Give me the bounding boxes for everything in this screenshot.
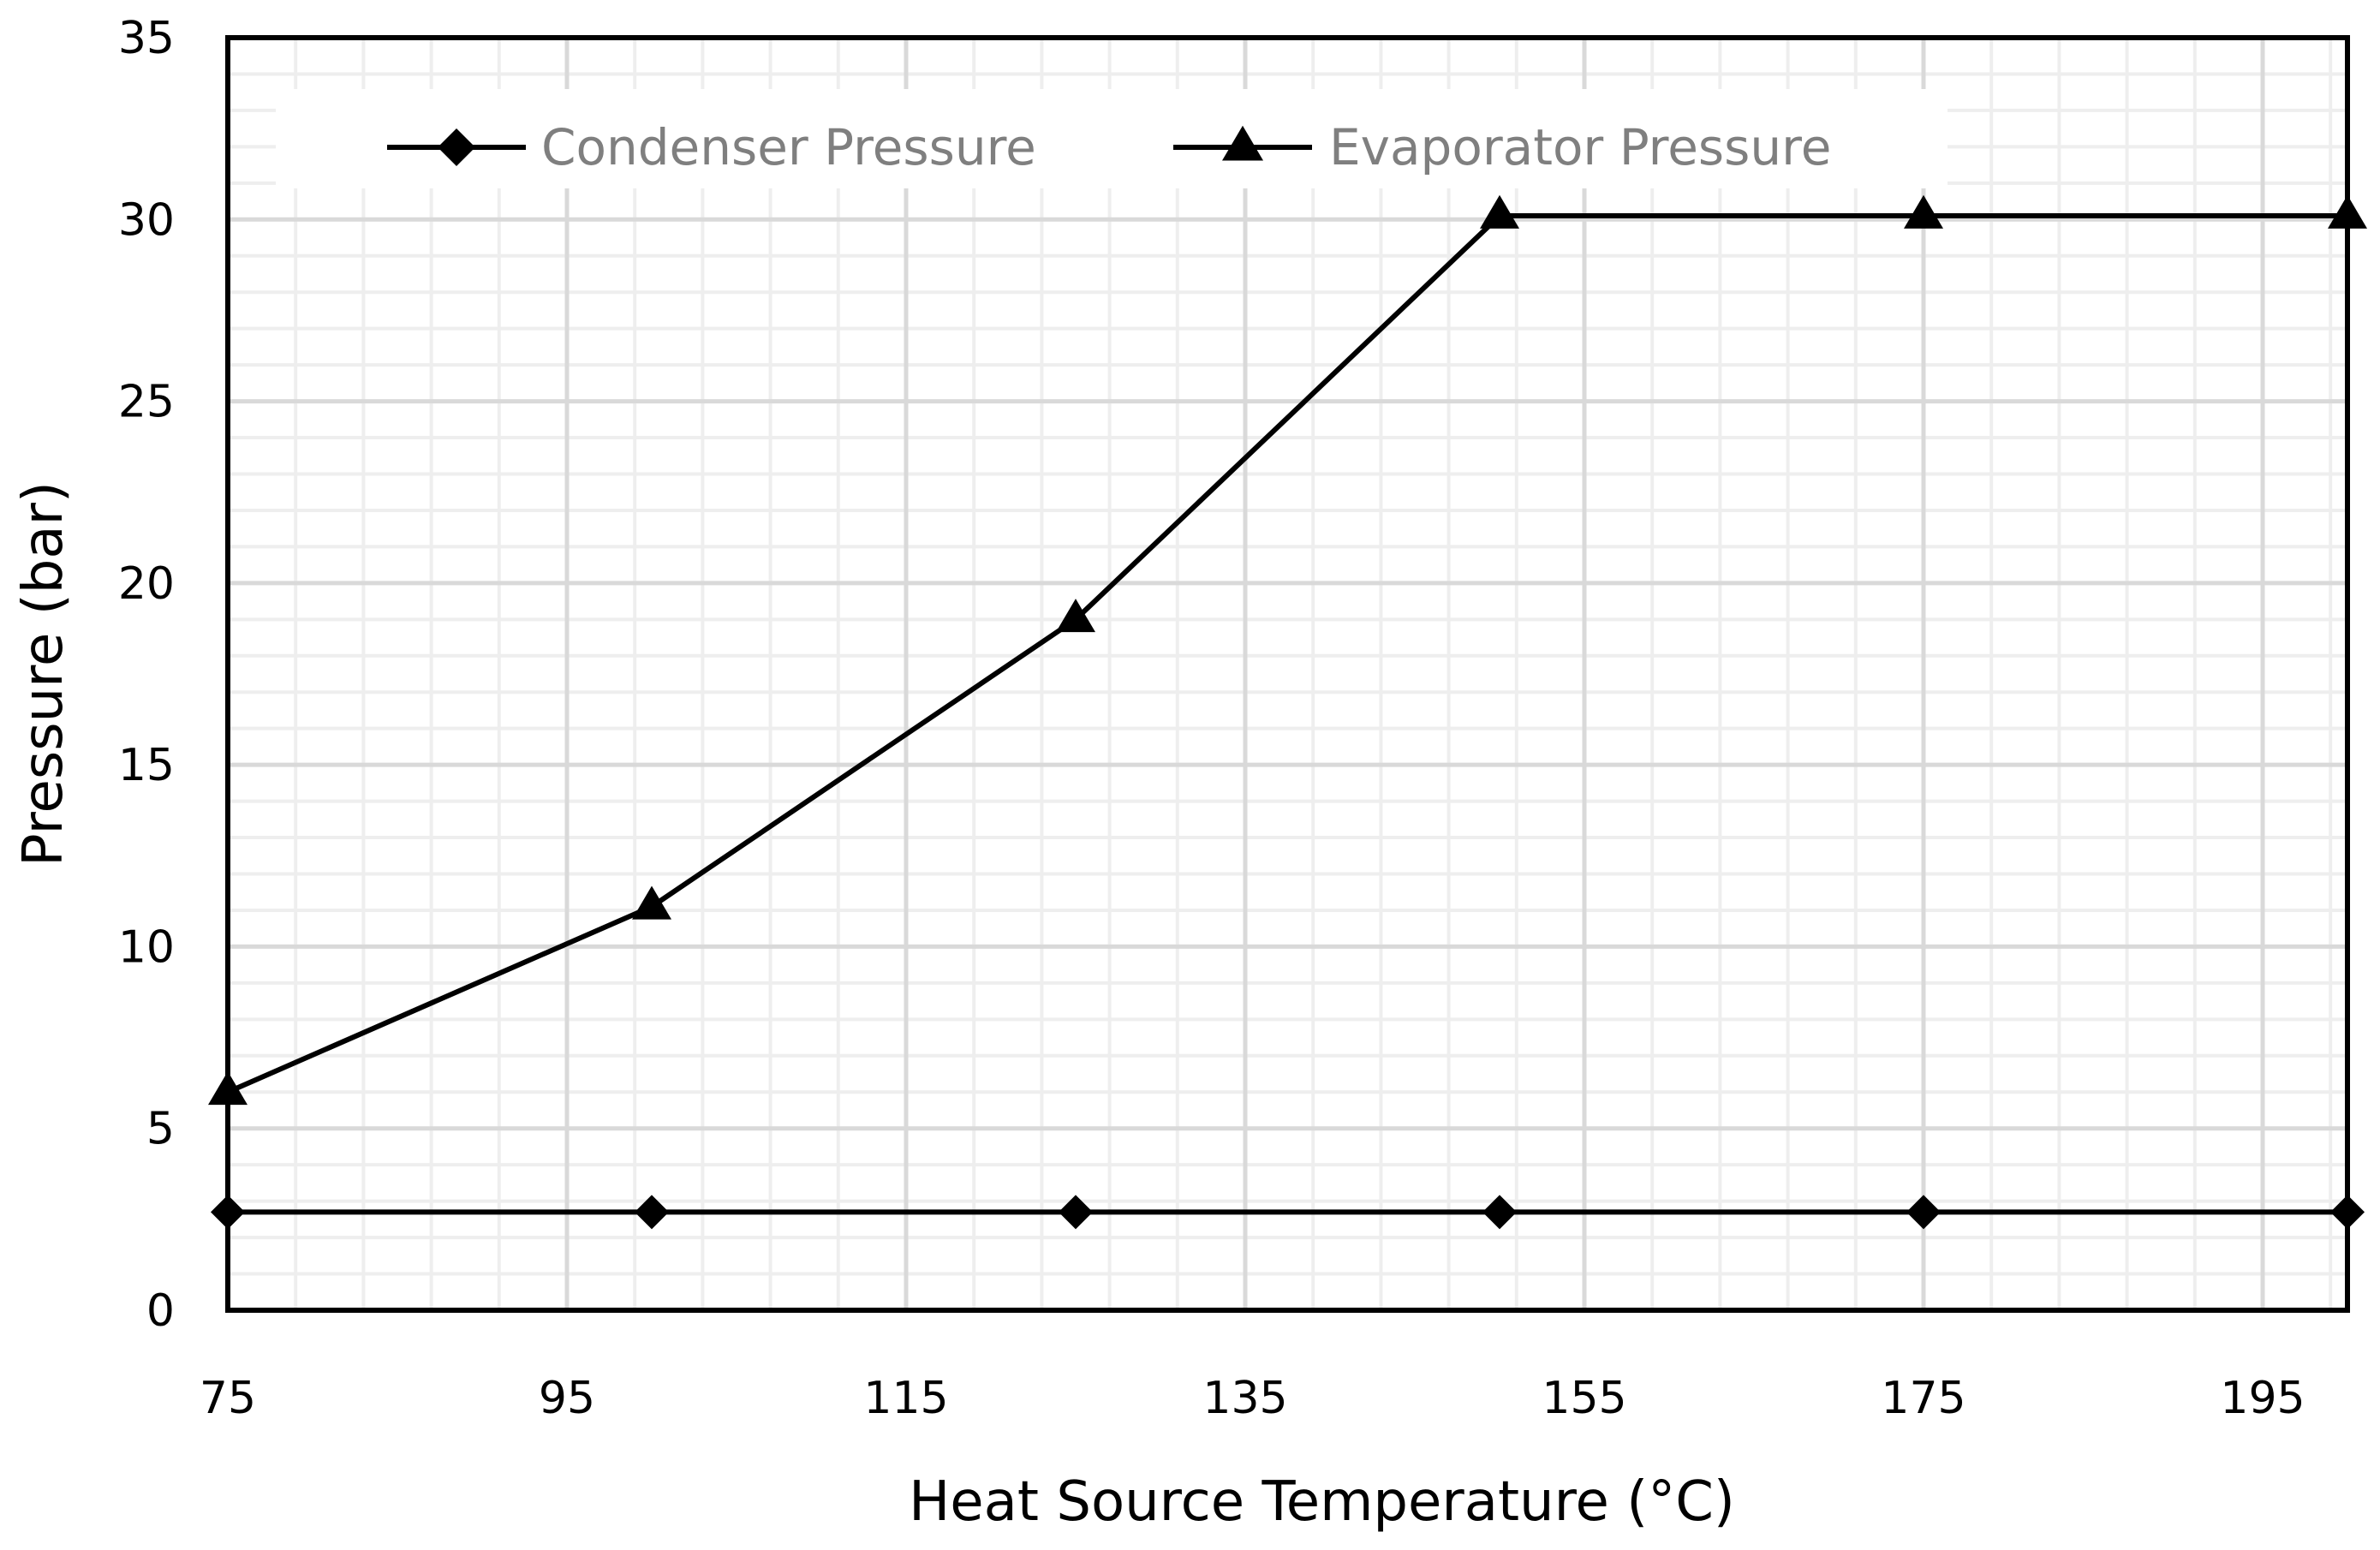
- x-tick-label: 175: [1881, 1373, 1965, 1424]
- data-point-diamond: [635, 1195, 669, 1230]
- data-point-triangle: [1056, 599, 1095, 633]
- legend-entry: Condenser Pressure: [387, 118, 1036, 176]
- x-tick-label: 135: [1202, 1373, 1287, 1424]
- x-tick-label: 75: [200, 1373, 256, 1424]
- data-point-triangle: [632, 885, 671, 920]
- data-point-triangle: [1904, 194, 1943, 229]
- y-tick-label: 5: [146, 1104, 175, 1155]
- x-tick-labels: 75 95 115 135 155 175 195: [200, 1373, 2305, 1424]
- legend-entry: Evaporator Pressure: [1173, 118, 1831, 176]
- legend-background: [276, 89, 1948, 188]
- legend-label: Evaporator Pressure: [1329, 118, 1831, 176]
- series-line: [226, 213, 2347, 1095]
- legend-items: Condenser Pressure Evaporator Pressure: [387, 118, 1831, 176]
- major-grid: [228, 38, 2347, 1310]
- x-axis-title: Heat Source Temperature (°C): [909, 1470, 1735, 1534]
- data-point-diamond: [1906, 1195, 1941, 1230]
- plot-frame: [225, 35, 2350, 1313]
- y-tick-label: 35: [118, 13, 175, 64]
- series-layer: [208, 194, 2367, 1230]
- y-tick-label: 25: [118, 377, 175, 428]
- x-tick-label: 155: [1542, 1373, 1626, 1424]
- data-point-diamond: [1059, 1195, 1093, 1230]
- y-tick-label: 20: [118, 558, 175, 610]
- x-tick-label: 195: [2220, 1373, 2305, 1424]
- legend-marker-diamond: [438, 128, 475, 166]
- legend-marker-triangle: [1222, 125, 1263, 161]
- y-tick-label: 10: [118, 921, 175, 973]
- y-tick-label: 30: [118, 194, 175, 246]
- data-point-triangle: [1480, 194, 1519, 229]
- legend: Condenser Pressure Evaporator Pressure: [276, 89, 1948, 188]
- legend-label: Condenser Pressure: [541, 118, 1036, 176]
- x-tick-label: 95: [539, 1373, 595, 1424]
- x-tick-label: 115: [863, 1373, 948, 1424]
- y-tick-labels: 0 5 10 15 20 25 30 35: [118, 13, 175, 1337]
- y-tick-label: 15: [118, 740, 175, 791]
- y-tick-label: 0: [146, 1285, 175, 1337]
- y-axis-title: Pressure (bar): [12, 481, 75, 867]
- data-point-diamond: [1482, 1195, 1517, 1230]
